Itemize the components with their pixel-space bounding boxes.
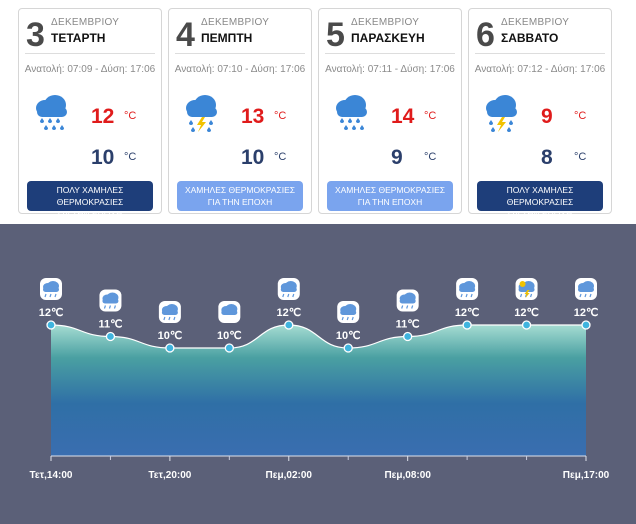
rain-icon (102, 292, 119, 309)
max-unit: °C (424, 110, 437, 122)
day-number: 6 (476, 16, 495, 54)
advisory-line: ΓΙΑ ΤΗΝ ΕΠΟΧΗ (207, 197, 273, 207)
max-temperature: 13 (241, 105, 265, 128)
data-point (165, 343, 175, 353)
advisory-line: ΓΙΑ ΤΗΝ ΕΠΟΧΗ (357, 197, 423, 207)
month-label: ΔΕΚΕΜΒΡΙΟΥ (51, 17, 120, 28)
data-point (105, 331, 116, 342)
data-label: 12℃ (455, 307, 480, 319)
temperature-area (51, 325, 586, 456)
data-point (224, 343, 234, 353)
day-number: 3 (26, 16, 45, 54)
divider (475, 53, 605, 54)
x-tick-label: Τετ,14:00 (30, 470, 73, 481)
rain-cloud-icon (36, 95, 67, 130)
sunrise-sunset: Ανατολή: 07:11 - Δύση: 17:06 (325, 64, 455, 75)
thunderstorm-cloud-icon (486, 95, 517, 132)
min-temperature: 8 (541, 146, 553, 169)
rain-icon (340, 304, 357, 321)
sunrise-sunset: Ανατολή: 07:10 - Δύση: 17:06 (174, 64, 306, 75)
advisory-line: ΧΑΜΗΛΕΣ ΘΕΡΜΟΚΡΑΣΙΕΣ (334, 185, 446, 195)
rain-icon (578, 281, 594, 298)
min-temperature: 9 (391, 146, 403, 169)
month-label: ΔΕΚΕΜΒΡΙΟΥ (351, 17, 420, 28)
min-unit: °C (424, 151, 437, 163)
month-label: ΔΕΚΕΜΒΡΙΟΥ (201, 17, 270, 28)
advisory-line: ΠΟΛΥ ΧΑΜΗΛΕΣ ΘΕΡΜΟΚΡΑΣΙΕΣ (506, 185, 574, 207)
thunderstorm-cloud-icon (186, 95, 217, 132)
max-temperature: 9 (541, 105, 553, 128)
x-tick-label: Πεμ,02:00 (266, 470, 313, 481)
data-label: 12℃ (514, 307, 539, 319)
min-unit: °C (574, 151, 587, 163)
min-temperature: 10 (241, 146, 265, 169)
month-label: ΔΕΚΕΜΒΡΙΟΥ (501, 17, 570, 28)
rain-icon (399, 292, 416, 309)
rain-cloud-icon (336, 95, 367, 130)
data-point (521, 320, 532, 330)
data-label: 11℃ (98, 319, 122, 331)
data-point (284, 320, 294, 330)
data-label: 10℃ (336, 330, 361, 342)
data-label: 12℃ (39, 307, 64, 319)
day-name: ΠΕΜΠΤΗ (201, 31, 253, 45)
min-temperature: 10 (91, 146, 115, 169)
data-label: 10℃ (158, 330, 183, 342)
max-unit: °C (274, 110, 287, 122)
temperature-advisory: ΠΟΛΥ ΧΑΜΗΛΕΣ ΘΕΡΜΟΚΡΑΣΙΕΣ ΓΙΑ ΤΗΝ ΕΠΟΧΗ (27, 181, 153, 219)
hourly-chart-panel: Τετ,14:00 Τετ,20:00 Πεμ,02:00 Πεμ,08:00 Πεμ,… (0, 224, 636, 524)
data-point (46, 320, 56, 330)
data-label: 12℃ (276, 307, 301, 319)
max-temperature: 14 (391, 105, 415, 128)
rain-icon (161, 304, 178, 321)
data-point (403, 331, 413, 342)
divider (25, 53, 155, 54)
data-label: 10℃ (217, 330, 242, 342)
hourly-temperature-chart: Τετ,14:00 Τετ,20:00 Πεμ,02:00 Πεμ,08:00 Πεμ,… (30, 278, 610, 481)
data-point (343, 343, 353, 353)
temperature-advisory: ΧΑΜΗΛΕΣ ΘΕΡΜΟΚΡΑΣΙΕΣ ΓΙΑ ΤΗΝ ΕΠΟΧΗ (177, 181, 303, 211)
data-label: 12℃ (574, 307, 599, 319)
sunrise-sunset: Ανατολή: 07:09 - Δύση: 17:06 (24, 64, 156, 75)
day-name: ΤΕΤΑΡΤΗ (51, 31, 106, 45)
advisory-line: ΓΙΑ ΤΗΝ ΕΠΟΧΗ (507, 209, 573, 219)
max-unit: °C (574, 110, 587, 122)
day-card[interactable]: 6 ΔΕΚΕΜΒΡΙΟΥ ΣΑΒΒΑΤΟ Ανατολή: 07:12 - Δύ… (468, 8, 612, 219)
min-unit: °C (124, 151, 137, 163)
x-tick-label: Πεμ,17:00 (563, 470, 610, 481)
data-label: 11℃ (396, 319, 420, 331)
divider (325, 53, 455, 54)
daily-forecast-row: 3 ΔΕΚΕΜΒΡΙΟΥ ΤΕΤΑΡΤΗ Ανατολή: 07:09 - Δύ… (0, 0, 636, 220)
max-unit: °C (124, 110, 137, 122)
day-number: 4 (176, 16, 195, 54)
advisory-line: ΓΙΑ ΤΗΝ ΕΠΟΧΗ (57, 209, 123, 219)
thunderstorm-icon (518, 281, 535, 298)
rain-icon (280, 281, 297, 298)
day-name: ΠΑΡΑΣΚΕΥΗ (351, 31, 425, 45)
advisory-line: ΠΟΛΥ ΧΑΜΗΛΕΣ ΘΕΡΜΟΚΡΑΣΙΕΣ (56, 185, 124, 207)
temperature-advisory: ΠΟΛΥ ΧΑΜΗΛΕΣ ΘΕΡΜΟΚΡΑΣΙΕΣ ΓΙΑ ΤΗΝ ΕΠΟΧΗ (477, 181, 603, 219)
x-tick-label: Τετ,20:00 (148, 470, 191, 481)
min-unit: °C (274, 151, 287, 163)
sunrise-sunset: Ανατολή: 07:12 - Δύση: 17:06 (474, 64, 606, 75)
divider (175, 53, 305, 54)
rain-icon (43, 281, 59, 298)
cloud-icon (221, 304, 238, 315)
advisory-line: ΧΑΜΗΛΕΣ ΘΕΡΜΟΚΡΑΣΙΕΣ (184, 185, 296, 195)
temperature-line (50, 324, 586, 349)
day-name: ΣΑΒΒΑΤΟ (501, 31, 559, 45)
temperature-advisory: ΧΑΜΗΛΕΣ ΘΕΡΜΟΚΡΑΣΙΕΣ ΓΙΑ ΤΗΝ ΕΠΟΧΗ (327, 181, 453, 211)
max-temperature: 12 (91, 105, 115, 128)
x-tick-label: Πεμ,08:00 (384, 470, 431, 481)
data-point (462, 320, 472, 330)
day-card[interactable]: 4 ΔΕΚΕΜΒΡΙΟΥ ΠΕΜΠΤΗ Ανατολή: 07:10 - Δύσ… (168, 8, 312, 214)
data-point (581, 320, 591, 330)
day-card[interactable]: 5 ΔΕΚΕΜΒΡΙΟΥ ΠΑΡΑΣΚΕΥΗ Ανατολή: 07:11 - … (318, 8, 462, 214)
day-number: 5 (326, 16, 345, 54)
rain-icon (459, 281, 476, 298)
day-card[interactable]: 3 ΔΕΚΕΜΒΡΙΟΥ ΤΕΤΑΡΤΗ Ανατολή: 07:09 - Δύ… (18, 8, 162, 219)
